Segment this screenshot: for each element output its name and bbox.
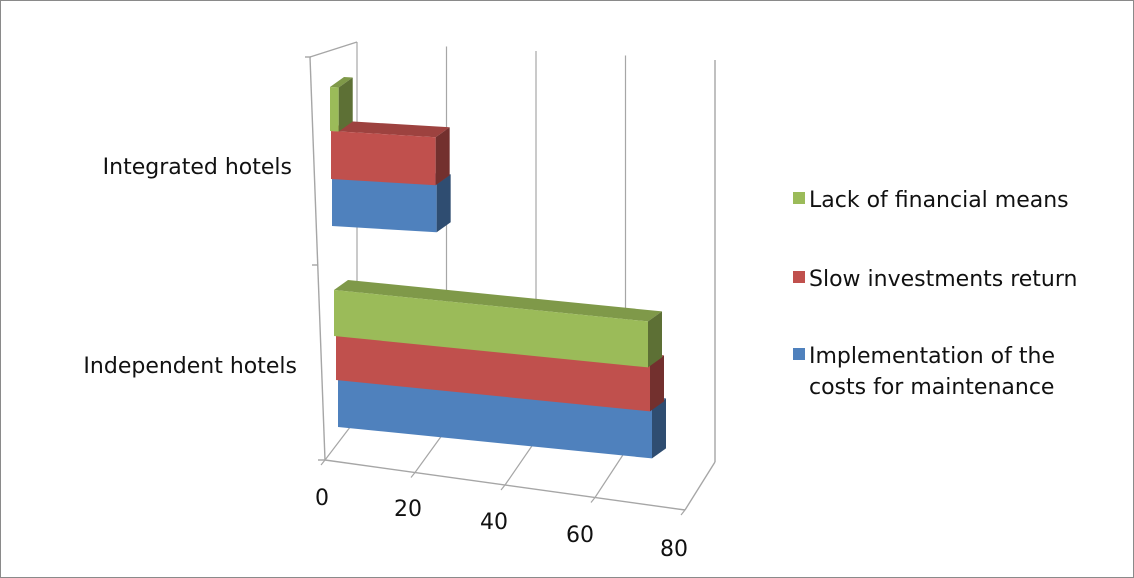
bar-front-cat0-series1: [336, 334, 650, 412]
legend-label-implementation-costs: Implementation of the costs for maintena…: [809, 344, 1062, 400]
bar-side-cat1-series1: [435, 127, 450, 186]
x-tick-label-80: 80: [660, 537, 688, 562]
bar-side-cat0-series2: [648, 311, 662, 368]
bar-top-cat1-series2: [330, 77, 353, 88]
x-tick-mark-80: [680, 509, 686, 516]
bar-front-cat1-series0: [332, 178, 437, 233]
grid-floor-diagonal-60: [594, 450, 627, 498]
x-tick-label-0: 0: [315, 486, 329, 511]
x-tick-label-40: 40: [480, 510, 508, 535]
category-label-integrated: Integrated hotels: [103, 155, 292, 180]
x-tick-mark-0: [320, 459, 326, 466]
bar-side-cat0-series1: [650, 355, 664, 412]
x-tick-mark-40: [500, 484, 506, 491]
legend-swatch-slow-investments-return: [793, 271, 805, 283]
legend-label-lack-of-financial-means: Lack of financial means: [809, 188, 1069, 213]
bar-front-cat1-series1: [331, 131, 436, 186]
legend: Lack of financial means Slow investments…: [793, 188, 1077, 400]
axis-floor-right-edge: [684, 461, 716, 511]
x-tick-label-60: 60: [566, 523, 594, 548]
bar-top-cat0-series2: [334, 280, 662, 322]
bar-side-cat1-series0: [436, 174, 451, 233]
chart-bars: [330, 77, 666, 459]
grid-floor-diagonal-40: [504, 439, 537, 486]
legend-label-implementation-line2: costs for maintenance: [809, 375, 1054, 400]
axis-top-left-edge: [309, 41, 358, 58]
bar-top-cat1-series1: [331, 121, 450, 138]
bar-front-cat1-series2: [330, 87, 339, 132]
bar-side-cat1-series2: [338, 77, 353, 132]
category-label-independent: Independent hotels: [83, 354, 297, 379]
x-tick-mark-20: [410, 472, 416, 478]
bar-front-cat0-series2: [334, 290, 648, 368]
chart-labels: Integrated hotels Independent hotels 0 2…: [83, 155, 688, 562]
legend-label-slow-investments-return: Slow investments return: [809, 267, 1077, 292]
legend-swatch-lack-of-financial-means: [793, 192, 805, 204]
x-tick-label-20: 20: [394, 497, 422, 522]
bar-front-cat0-series0: [338, 377, 652, 459]
x-tick-mark-60: [590, 497, 596, 503]
axis-back-left-vertical: [309, 56, 326, 461]
bar-side-cat0-series0: [652, 398, 666, 459]
legend-swatch-implementation-costs: [793, 348, 805, 360]
legend-label-implementation-line1: Implementation of the: [809, 344, 1055, 369]
